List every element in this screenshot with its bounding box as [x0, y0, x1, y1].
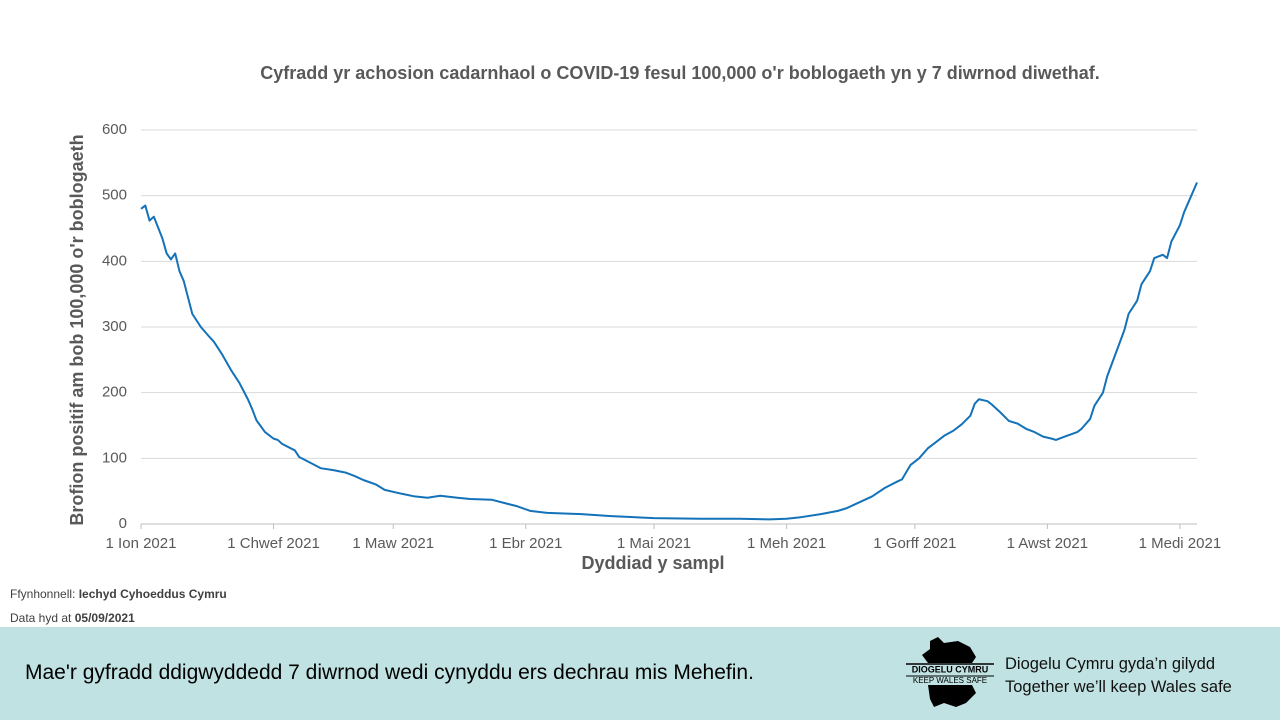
y-tick-label: 0 [119, 515, 127, 532]
source-note: Ffynhonnell: Iechyd Cyhoeddus Cymru [10, 587, 227, 601]
tagline: Diogelu Cymru gyda’n gilydd Together we’… [1005, 653, 1232, 699]
logo-shape [928, 685, 976, 707]
x-axis-label: Dyddiad y sampl [581, 553, 724, 573]
data-line [140, 182, 1198, 521]
x-tick-label: 1 Maw 2021 [352, 535, 434, 552]
chart-title: Cyfradd yr achosion cadarnhaol o COVID-1… [260, 63, 1100, 83]
x-tick-label: 1 Ebr 2021 [489, 535, 562, 552]
source-label: Ffynhonnell: [10, 587, 76, 601]
x-tick-label: 1 Chwef 2021 [227, 535, 320, 552]
logo-text: DIOGELU CYMRU [912, 664, 989, 674]
y-tick-label: 200 [102, 384, 127, 401]
y-axis-label: Brofion positif am bob 100,000 o'r boblo… [67, 134, 87, 525]
banner: Mae'r gyfradd ddigwyddedd 7 diwrnod wedi… [0, 627, 1280, 720]
logo-shape [922, 637, 976, 663]
y-tick-label: 500 [102, 187, 127, 204]
x-tick-label: 1 Awst 2021 [1007, 535, 1088, 552]
logo: DIOGELU CYMRU KEEP WALES SAFE [906, 637, 994, 707]
date-note: Data hyd at 05/09/2021 [10, 611, 135, 625]
banner-message: Mae'r gyfradd ddigwyddedd 7 diwrnod wedi… [25, 661, 754, 684]
tagline-line: Together we’ll keep Wales safe [1005, 678, 1232, 696]
date-label: Data hyd at [10, 611, 72, 625]
y-tick-label: 400 [102, 252, 127, 269]
x-tick-label: 1 Mai 2021 [617, 535, 691, 552]
x-tick-label: 1 Ion 2021 [106, 535, 177, 552]
y-tick-label: 100 [102, 449, 127, 466]
source: Iechyd Cyhoeddus Cymru [78, 587, 227, 601]
logo-text: KEEP WALES SAFE [913, 676, 987, 685]
date: 05/09/2021 [74, 611, 135, 625]
tagline-line: Diogelu Cymru gyda’n gilydd [1005, 655, 1216, 673]
x-tick-label: 1 Gorff 2021 [873, 535, 956, 552]
x-tick-label: 1 Meh 2021 [747, 535, 826, 552]
y-tick-label: 600 [102, 121, 127, 138]
chart: Dyddiad y sampl Brofion positif am bob 1… [67, 121, 1222, 573]
x-tick-label: 1 Medi 2021 [1139, 535, 1222, 552]
y-tick-label: 300 [102, 318, 127, 335]
